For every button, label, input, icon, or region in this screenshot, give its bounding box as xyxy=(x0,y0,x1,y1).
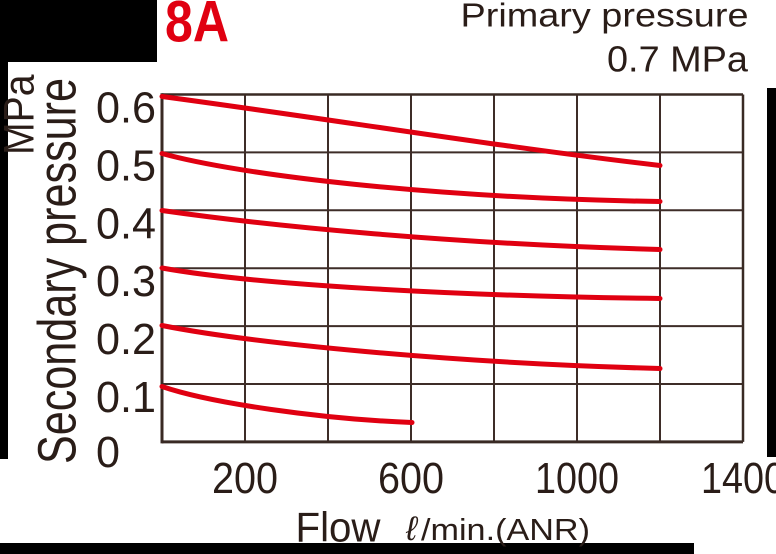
svg-text:8A: 8A xyxy=(165,0,229,55)
svg-text:0.1: 0.1 xyxy=(96,373,156,422)
svg-text:0.7 MPa: 0.7 MPa xyxy=(607,39,749,80)
svg-text:/min.(ANR): /min.(ANR) xyxy=(421,512,590,547)
svg-text:600: 600 xyxy=(378,454,444,503)
svg-text:0.5: 0.5 xyxy=(96,141,156,190)
svg-text:0: 0 xyxy=(96,428,120,477)
svg-text:0.4: 0.4 xyxy=(96,199,156,248)
svg-text:MPa: MPa xyxy=(0,74,44,155)
svg-text:Flow: Flow xyxy=(296,504,382,551)
svg-text:1400: 1400 xyxy=(701,454,776,503)
svg-text:ℓ: ℓ xyxy=(405,510,419,548)
svg-text:0.3: 0.3 xyxy=(96,257,156,306)
svg-text:Secondary pressure: Secondary pressure xyxy=(28,78,88,464)
svg-text:Primary pressure: Primary pressure xyxy=(461,0,749,34)
svg-text:0.6: 0.6 xyxy=(96,84,156,133)
svg-text:200: 200 xyxy=(212,454,278,503)
svg-text:0.2: 0.2 xyxy=(96,315,156,364)
svg-text:1000: 1000 xyxy=(535,454,619,503)
